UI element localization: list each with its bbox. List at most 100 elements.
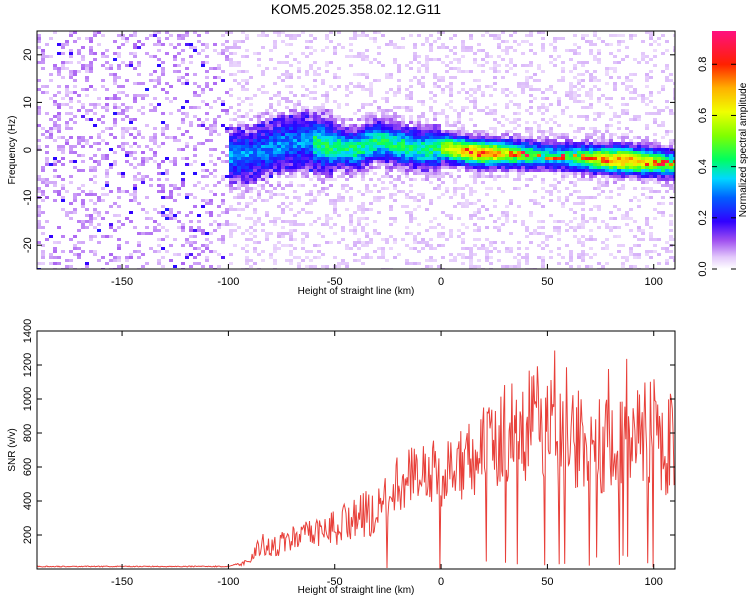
- heatmap-cell: [345, 154, 349, 157]
- heatmap-cell: [249, 109, 253, 112]
- heatmap-cell: [385, 100, 389, 103]
- heatmap-cell: [401, 181, 405, 184]
- heatmap-cell: [657, 37, 661, 40]
- heatmap-cell: [237, 154, 241, 157]
- heatmap-cell: [317, 127, 321, 130]
- heatmap-cell: [93, 34, 97, 37]
- heatmap-cell: [169, 214, 173, 217]
- heatmap-cell: [109, 205, 113, 208]
- heatmap-cell: [281, 112, 285, 115]
- heatmap-cell: [537, 154, 541, 157]
- heatmap-cell: [193, 73, 197, 76]
- heatmap-cell: [133, 46, 137, 49]
- heatmap-cell: [405, 94, 409, 97]
- heatmap-cell: [561, 205, 565, 208]
- heatmap-cell: [665, 163, 669, 166]
- heatmap-cell: [577, 115, 581, 118]
- heatmap-cell: [209, 232, 213, 235]
- heatmap-cell: [621, 148, 625, 151]
- heatmap-cell: [661, 166, 665, 169]
- heatmap-cell: [381, 124, 385, 127]
- heatmap-cell: [485, 31, 489, 34]
- heatmap-cell: [453, 145, 457, 148]
- heatmap-cell: [629, 229, 633, 232]
- heatmap-cell: [325, 157, 329, 160]
- heatmap-cell: [613, 205, 617, 208]
- heatmap-cell: [37, 223, 41, 226]
- heatmap-cell: [497, 70, 501, 73]
- heatmap-cell: [553, 133, 557, 136]
- heatmap-cell: [413, 172, 417, 175]
- heatmap-cell: [557, 220, 561, 223]
- heatmap-cell: [637, 256, 641, 259]
- heatmap-cell: [289, 238, 293, 241]
- heatmap-cell: [585, 148, 589, 151]
- heatmap-cell: [361, 193, 365, 196]
- heatmap-cell: [581, 199, 585, 202]
- heatmap-cell: [53, 262, 57, 265]
- heatmap-cell: [409, 262, 413, 265]
- heatmap-cell: [649, 94, 653, 97]
- heatmap-cell: [429, 256, 433, 259]
- heatmap-cell: [357, 154, 361, 157]
- heatmap-cell: [137, 40, 141, 43]
- heatmap-cell: [157, 244, 161, 247]
- heatmap-cell: [297, 121, 301, 124]
- heatmap-cell: [625, 142, 629, 145]
- heatmap-cell: [37, 262, 41, 265]
- heatmap-cell: [353, 136, 357, 139]
- heatmap-cell: [437, 175, 441, 178]
- heatmap-cell: [321, 157, 325, 160]
- heatmap-cell: [561, 109, 565, 112]
- heatmap-cell: [405, 259, 409, 262]
- heatmap-cell: [85, 142, 89, 145]
- heatmap-cell: [573, 94, 577, 97]
- heatmap-cell: [141, 181, 145, 184]
- heatmap-cell: [301, 157, 305, 160]
- heatmap-cell: [669, 178, 673, 181]
- heatmap-cell: [289, 133, 293, 136]
- heatmap-cell: [105, 109, 109, 112]
- heatmap-cell: [513, 64, 517, 67]
- heatmap-cell: [577, 148, 581, 151]
- heatmap-cell: [557, 79, 561, 82]
- heatmap-cell: [473, 253, 477, 256]
- heatmap-cell: [641, 238, 645, 241]
- heatmap-cell: [141, 157, 145, 160]
- heatmap-cell: [61, 52, 65, 55]
- heatmap-cell: [325, 46, 329, 49]
- heatmap-cell: [365, 241, 369, 244]
- heatmap-cell: [133, 52, 137, 55]
- heatmap-cell: [645, 175, 649, 178]
- heatmap-cell: [441, 91, 445, 94]
- heatmap-cell: [409, 184, 413, 187]
- heatmap-cell: [105, 154, 109, 157]
- heatmap-cell: [245, 256, 249, 259]
- heatmap-cell: [337, 118, 341, 121]
- heatmap-cell: [157, 103, 161, 106]
- heatmap-cell: [645, 97, 649, 100]
- heatmap-cell: [329, 202, 333, 205]
- heatmap-cell: [465, 154, 469, 157]
- heatmap-cell: [657, 142, 661, 145]
- heatmap-cell: [97, 103, 101, 106]
- heatmap-cell: [205, 82, 209, 85]
- heatmap-cell: [549, 43, 553, 46]
- heatmap-cell: [61, 76, 65, 79]
- heatmap-cell: [37, 205, 41, 208]
- heatmap-cell: [537, 166, 541, 169]
- heatmap-cell: [433, 163, 437, 166]
- heatmap-cell: [285, 34, 289, 37]
- heatmap-cell: [161, 265, 165, 268]
- heatmap-cell: [117, 46, 121, 49]
- heatmap-cell: [177, 148, 181, 151]
- heatmap-cell: [569, 208, 573, 211]
- heatmap-cell: [293, 58, 297, 61]
- heatmap-cell: [641, 187, 645, 190]
- heatmap-cell: [121, 223, 125, 226]
- heatmap-cell: [357, 172, 361, 175]
- heatmap-cell: [597, 208, 601, 211]
- heatmap-cell: [341, 136, 345, 139]
- heatmap-cell: [261, 127, 265, 130]
- heatmap-cell: [257, 175, 261, 178]
